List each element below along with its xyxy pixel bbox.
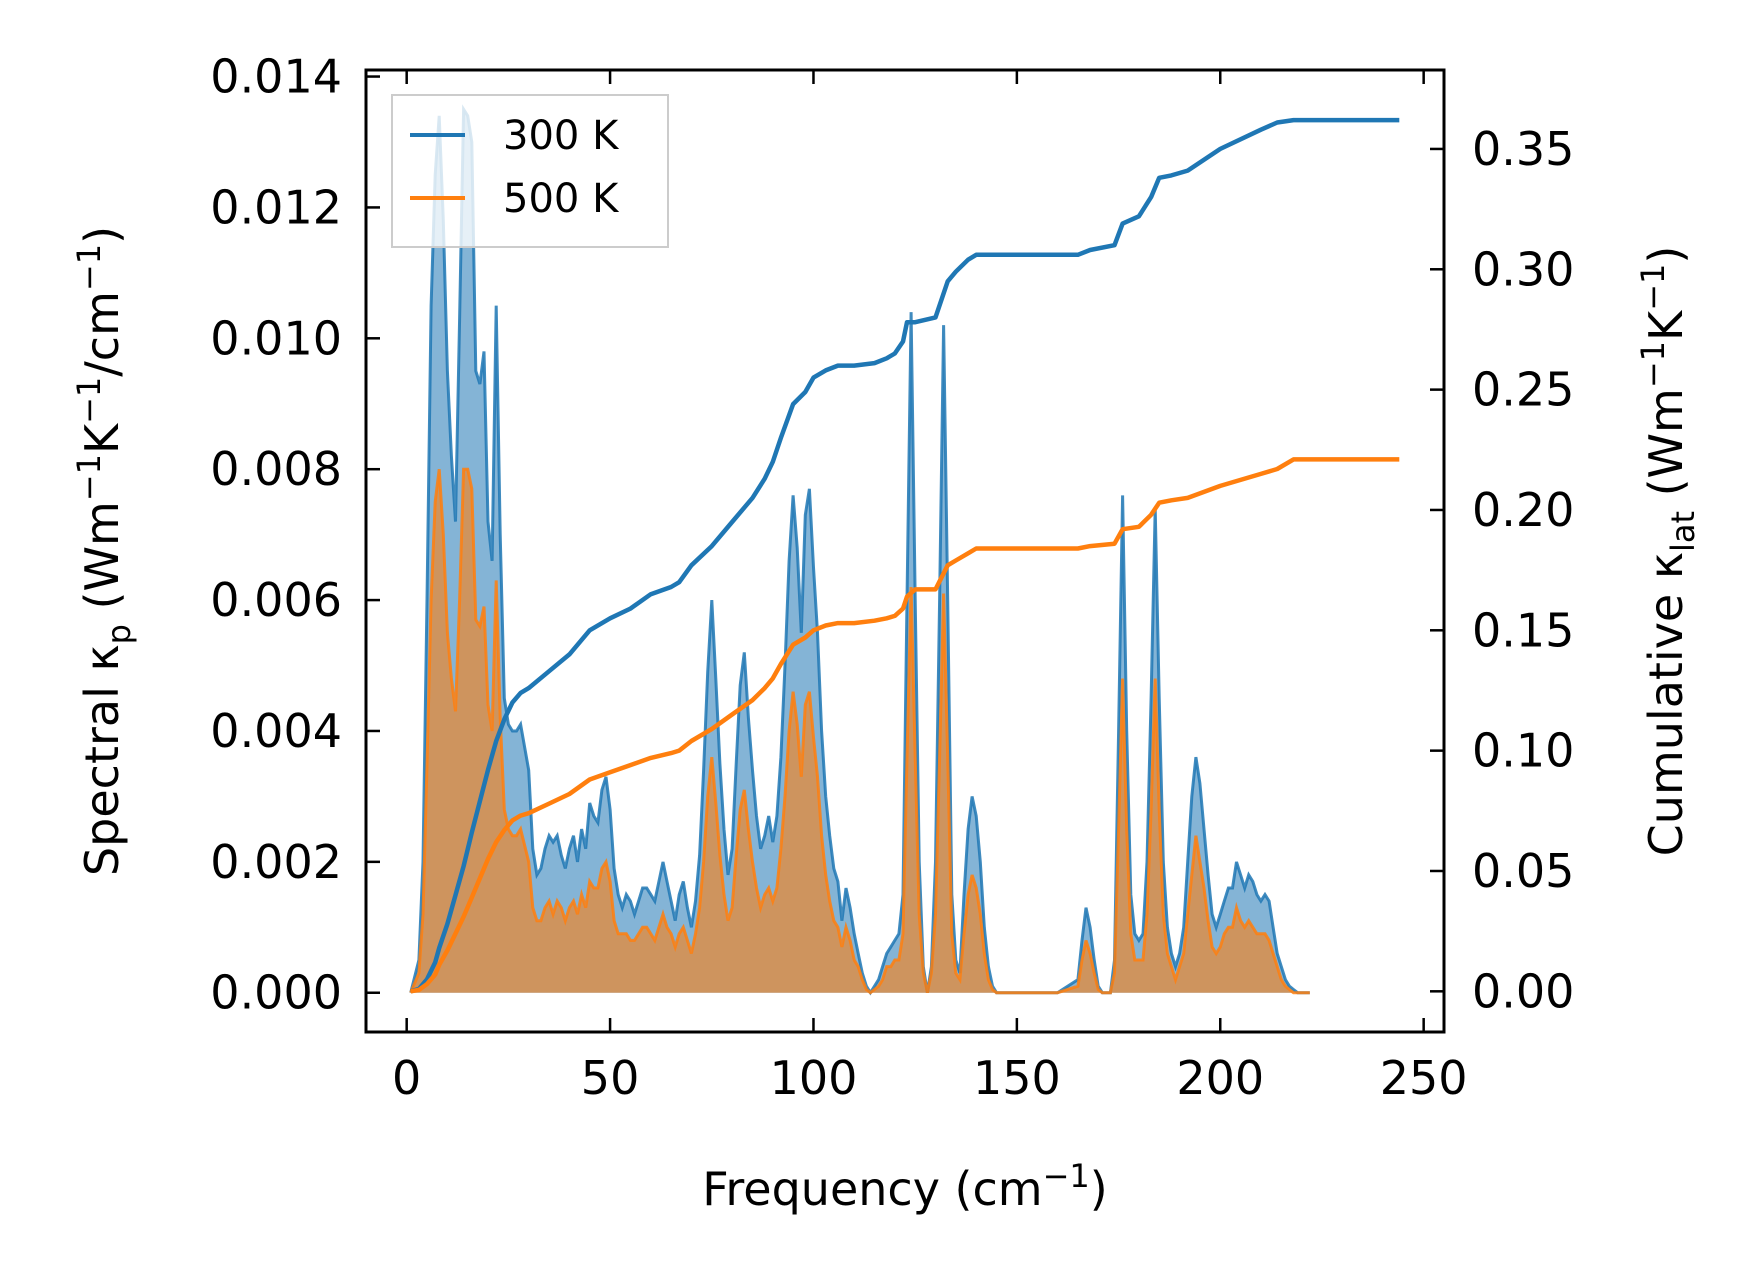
- y-axis-title-right: Cumulative κlat (Wm−1K−1): [1634, 246, 1702, 857]
- y-tick-label-right: 0.10: [1472, 724, 1574, 778]
- y-tick-label-left: 0.010: [210, 311, 342, 365]
- legend-box: [391, 94, 669, 248]
- y-tick-label-left: 0.012: [210, 180, 342, 234]
- y-tick-label-right: 0.00: [1472, 964, 1574, 1018]
- spectral-line-300k: [409, 104, 1310, 996]
- y-tick-label-left: 0.000: [210, 966, 342, 1020]
- y-tick-label-right: 0.25: [1472, 363, 1574, 417]
- y-tick-label-right: 0.15: [1472, 603, 1574, 657]
- plot-frame: [364, 68, 1446, 1034]
- cumulative-line-500k: [410, 457, 1400, 994]
- y-tick-label-right: 0.35: [1472, 122, 1574, 176]
- y-tick-label-left: 0.008: [210, 442, 342, 496]
- y-tick-label-right: 0.30: [1472, 242, 1574, 296]
- x-tick-label: 200: [1176, 1051, 1264, 1105]
- x-tick-label: 150: [973, 1051, 1061, 1105]
- cumulative-line-300k: [410, 117, 1400, 994]
- spectral-area-500k: [410, 469, 1310, 993]
- legend-label-300k: 300 K: [503, 113, 620, 159]
- y-tick-label-left: 0.014: [210, 50, 342, 104]
- legend: 300 K 500 K: [391, 94, 669, 248]
- spectral-line-500k: [409, 467, 1310, 995]
- y-tick-label-left: 0.002: [210, 835, 342, 889]
- y-tick-label-left: 0.006: [210, 573, 342, 627]
- x-tick-label: 50: [581, 1051, 640, 1105]
- y-axis-title-left: Spectral κp (Wm−1K−1/cm−1): [70, 226, 138, 876]
- x-tick-label: 250: [1380, 1051, 1468, 1105]
- x-tick-label: 100: [770, 1051, 858, 1105]
- y-tick-label-right: 0.20: [1472, 483, 1574, 537]
- plot-area: [409, 104, 1400, 996]
- axis-ticks: 0 50 100 150 200 250 0.000 0.002 0.004 0.006 0.008…: [210, 50, 1574, 1105]
- y-tick-label-left: 0.004: [210, 704, 342, 758]
- x-axis-title: Frequency (cm−1): [702, 1157, 1107, 1216]
- y-tick-label-right: 0.05: [1472, 844, 1574, 898]
- legend-label-500k: 500 K: [503, 176, 620, 222]
- x-tick-label: 0: [392, 1051, 421, 1105]
